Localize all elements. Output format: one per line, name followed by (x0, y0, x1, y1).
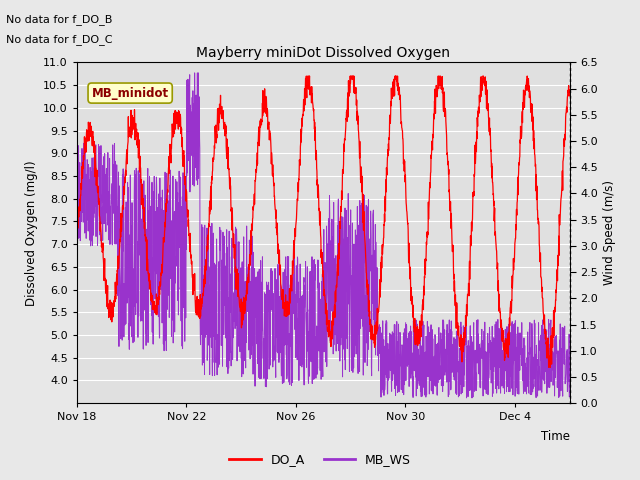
Title: Mayberry miniDot Dissolved Oxygen: Mayberry miniDot Dissolved Oxygen (196, 46, 450, 60)
Y-axis label: Dissolved Oxygen (mg/l): Dissolved Oxygen (mg/l) (24, 160, 38, 306)
Text: No data for f_DO_C: No data for f_DO_C (6, 34, 113, 45)
Text: MB_minidot: MB_minidot (92, 86, 169, 99)
Y-axis label: Wind Speed (m/s): Wind Speed (m/s) (604, 180, 616, 285)
Text: Time: Time (541, 431, 570, 444)
Legend: DO_A, MB_WS: DO_A, MB_WS (224, 448, 416, 471)
Text: No data for f_DO_B: No data for f_DO_B (6, 14, 113, 25)
